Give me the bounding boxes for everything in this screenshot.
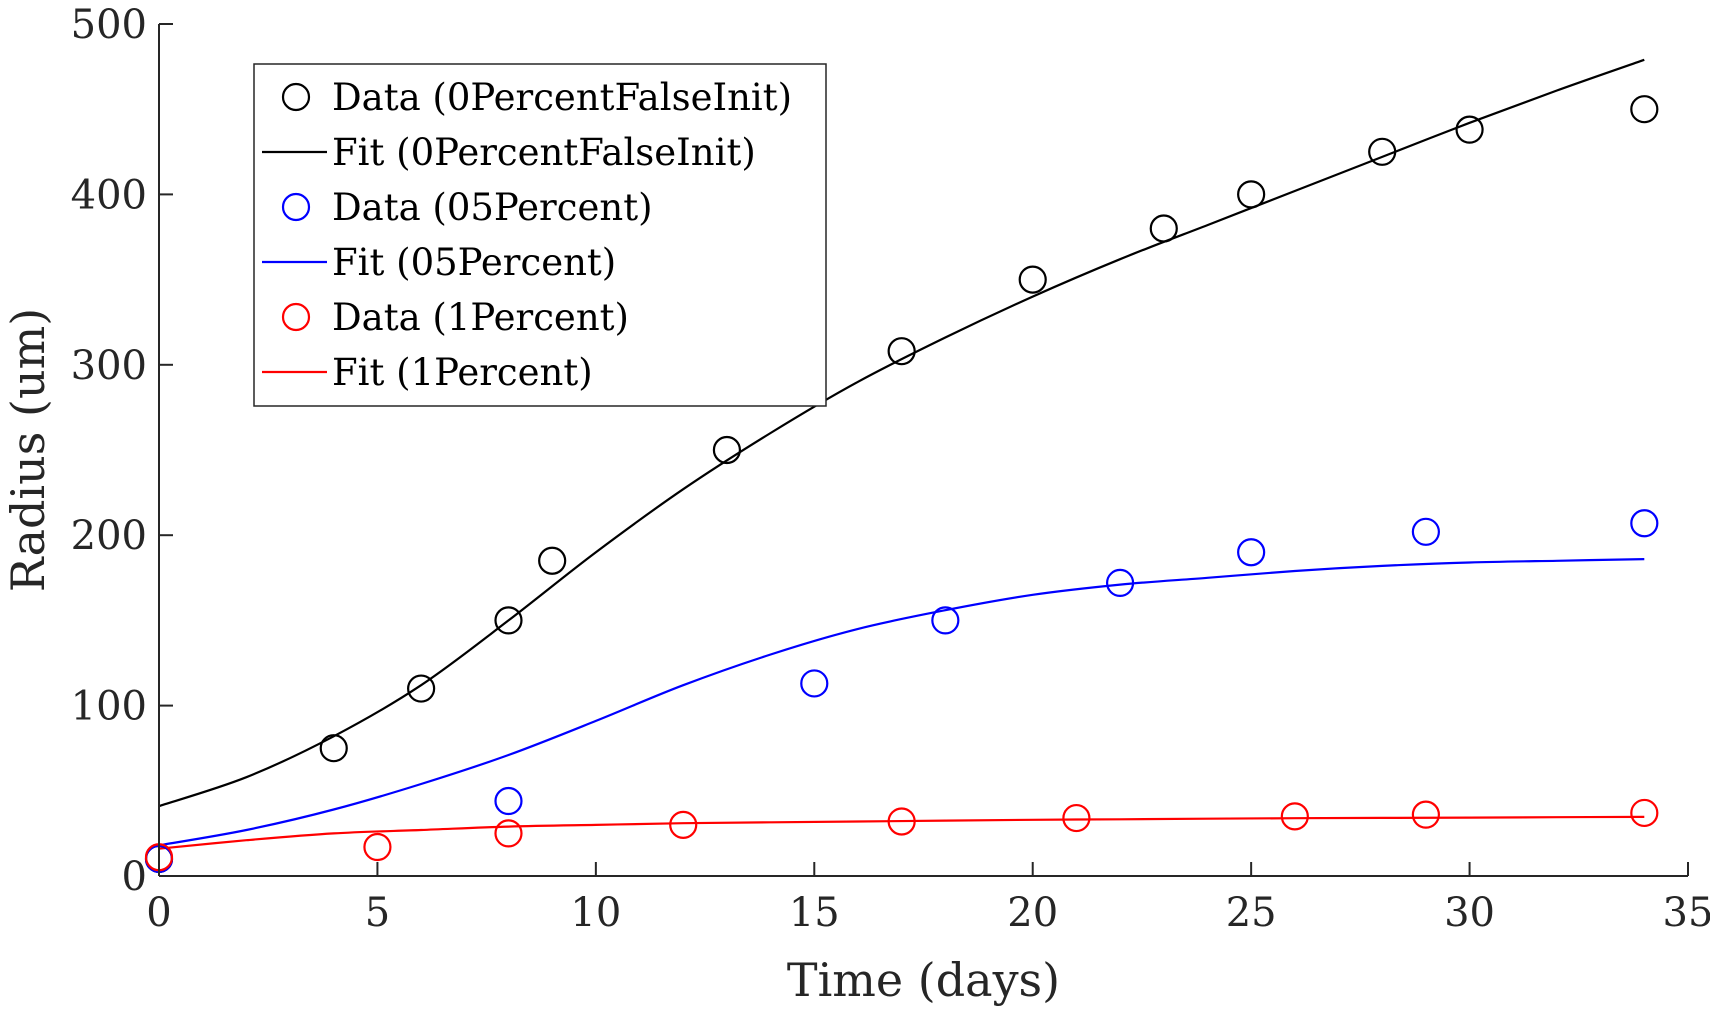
data-1percent-point	[1280, 802, 1309, 831]
data-05percent-point	[800, 669, 829, 698]
x-tick-label: 10	[570, 890, 621, 936]
data-0percentfalseinit-point	[494, 606, 523, 635]
data-1percent-point	[1630, 798, 1659, 828]
legend-fit-0percentfalseinit-label: Fit (0PercentFalseInit)	[332, 131, 756, 174]
data-0percentfalseinit-point	[1630, 95, 1659, 124]
legend-box	[253, 63, 827, 407]
data-05percent-point	[494, 786, 523, 816]
data-0percentfalseinit-point	[712, 435, 742, 465]
y-tick-label: 300	[71, 343, 147, 389]
legend-fit-05percent-label: Fit (05Percent)	[332, 241, 616, 284]
data-05percent-point	[1237, 538, 1266, 567]
x-tick-label: 0	[146, 890, 171, 936]
legend-data-1percent-label: Data (1Percent)	[332, 296, 629, 339]
data-0percentfalseinit-point	[1368, 137, 1397, 166]
data-05percent-point	[931, 606, 960, 635]
y-tick-label: 0	[122, 854, 147, 900]
data-0percentfalseinit-point	[407, 674, 436, 703]
legend-data-05percent-label: Data (05Percent)	[332, 186, 653, 229]
fit-1percent-line	[158, 815, 1645, 850]
data-0percentfalseinit-point	[887, 337, 916, 366]
data-0percentfalseinit-point	[1237, 180, 1266, 209]
data-0percentfalseinit-point	[319, 734, 348, 763]
y-tick-label: 100	[71, 684, 147, 730]
data-0percentfalseinit-point	[538, 546, 567, 575]
x-tick-label: 25	[1226, 890, 1277, 936]
legend-data-1percent-swatch	[281, 302, 311, 332]
data-1percent-point	[1411, 800, 1440, 829]
y-axis-label: Radius (um)	[1, 308, 55, 592]
legend-fit-1percent-label: Fit (1Percent)	[332, 351, 593, 394]
y-tick-label: 500	[71, 2, 147, 48]
data-1percent-point	[669, 810, 698, 839]
data-0percentfalseinit-point	[1455, 115, 1484, 144]
data-05percent-point	[1411, 517, 1440, 546]
x-axis-label: Time (days)	[787, 953, 1060, 1007]
y-tick-label: 400	[71, 172, 147, 218]
data-1percent-point	[363, 832, 392, 862]
legend-data-0percentfalseinit-swatch	[281, 82, 311, 112]
x-tick-label: 20	[1007, 890, 1058, 936]
legend-data-0percentfalseinit-label: Data (0PercentFalseInit)	[332, 76, 792, 119]
data-05percent-point	[1105, 568, 1135, 598]
data-1percent-point	[1062, 803, 1091, 833]
plot-area	[144, 58, 1659, 874]
data-0percentfalseinit-point	[1018, 265, 1047, 294]
x-tick-label: 5	[365, 890, 390, 936]
data-0percentfalseinit-point	[1149, 214, 1178, 243]
legend: Data (0PercentFalseInit) Fit (0PercentFal…	[253, 63, 827, 407]
fit-0percentfalseinit-line	[158, 58, 1645, 808]
x-tick-label: 35	[1663, 890, 1710, 936]
data-05percent-point	[1630, 509, 1659, 538]
legend-data-05percent-swatch	[281, 192, 311, 222]
fit-05percent-line	[158, 558, 1645, 847]
axes: 0 5 10 15 20 25 30 35 0 100 200 300 400 500	[71, 2, 1710, 936]
y-tick-label: 200	[71, 513, 147, 559]
x-tick-label: 30	[1444, 890, 1495, 936]
x-tick-label: 15	[789, 890, 840, 936]
data-1percent-point	[494, 819, 523, 848]
data-1percent-point	[887, 807, 916, 836]
